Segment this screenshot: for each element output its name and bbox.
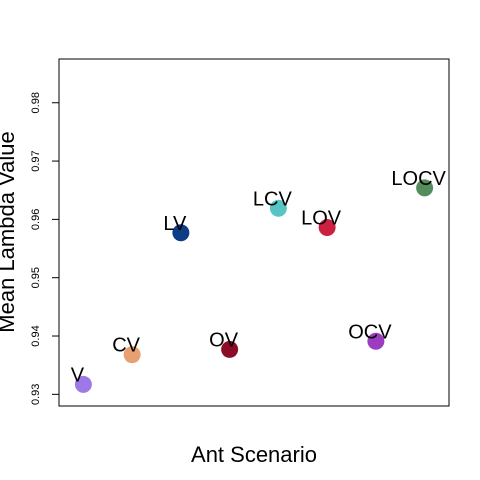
point-label-ocv: OCV [348,321,392,343]
data-point-ocv [367,332,385,350]
data-point-ov [221,340,239,358]
data-points: V CV LV OV LCV LOV OCV LOCV [71,168,447,393]
point-label-lov: LOV [301,208,342,230]
point-label-v: V [71,364,85,386]
point-label-locv: LOCV [391,168,446,190]
y-tick-label: 0.95 [30,267,42,288]
point-label-lv: LV [163,213,187,235]
point-label-cv: CV [112,335,140,357]
x-axis-title: Ant Scenario [191,442,317,467]
data-point-lv [172,224,190,242]
y-tick-label: 0.98 [30,92,42,113]
y-tick-label: 0.94 [30,325,42,346]
y-axis-title: Mean Lambda Value [0,131,19,332]
y-axis: 0.93 0.94 0.95 0.96 0.97 0.98 [30,92,60,405]
point-label-ov: OV [209,329,239,351]
data-point-lov [318,219,336,237]
y-tick-label: 0.96 [30,209,42,230]
y-tick-label: 0.97 [30,150,42,171]
y-tick-label: 0.93 [30,384,42,405]
data-point-locv [416,179,434,197]
point-label-lcv: LCV [253,188,293,210]
data-point-lcv [269,199,287,217]
data-point-cv [123,346,141,364]
data-point-v [74,375,92,393]
